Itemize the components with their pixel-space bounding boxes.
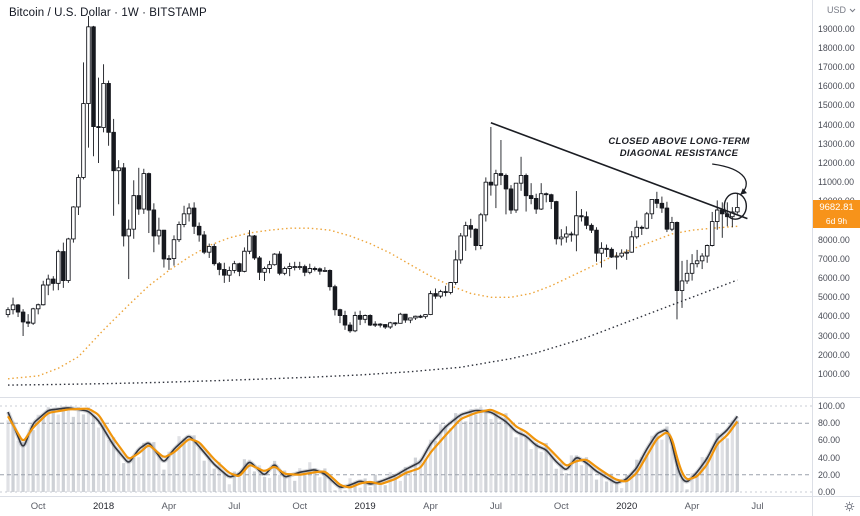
oscillator-tick-label: 0.00	[818, 487, 836, 497]
price-tick-label: 16000.00	[818, 81, 855, 92]
price-axis[interactable]: USD 19000.00 18000.00 17000.00 16000.00 1500…	[812, 0, 860, 497]
time-axis-month-label: Apr	[423, 501, 438, 512]
oscillator-tick-label: 20.00	[818, 469, 841, 480]
price-tick-label: 17000.00	[818, 62, 855, 73]
price-tick-label: 4000.00	[818, 311, 850, 322]
price-tick-label: 2000.00	[818, 349, 850, 360]
price-tick-label: 7000.00	[818, 253, 850, 264]
gear-icon	[844, 501, 855, 512]
time-axis-month-label: Jul	[489, 501, 502, 512]
bar-countdown-badge: 6d 9h	[813, 214, 860, 228]
pane-divider[interactable]	[0, 397, 860, 398]
axis-settings-corner[interactable]	[812, 496, 860, 516]
oscillator-tick-label: 100.00	[818, 401, 845, 411]
time-axis-year-label: 2019	[354, 501, 376, 512]
time-axis-month-label: Apr	[161, 501, 177, 512]
price-tick-label: 11000.00	[818, 177, 855, 188]
time-axis[interactable]: Oct2018AprJulOct2019AprJulOct2020AprJulO…	[0, 496, 812, 516]
last-price-badge: 9682.81	[813, 199, 860, 215]
currency-label: USD	[826, 5, 846, 15]
drawing-annotation[interactable]: CLOSED ABOVE LONG-TERM DIAGONAL RESISTAN…	[600, 136, 758, 159]
price-tick-label: 8000.00	[818, 234, 850, 245]
symbol-title[interactable]: Bitcoin / U.S. Dollar · 1W · BITSTAMP	[9, 7, 207, 19]
oscillator-tick-label: 40.00	[818, 452, 841, 463]
time-axis-month-label: Oct	[30, 501, 46, 512]
oscillator-tick-label: 80.00	[818, 418, 841, 429]
annotation-line2: DIAGONAL RESISTANCE	[619, 147, 739, 159]
chart-plot-canvas[interactable]	[0, 0, 812, 496]
price-tick-label: 3000.00	[818, 330, 850, 341]
price-tick-label: 1000.00	[818, 368, 850, 379]
oscillator-tick-label: 60.00	[818, 435, 841, 446]
currency-toggle[interactable]: USD	[827, 5, 856, 15]
price-tick-label: 19000.00	[818, 23, 855, 34]
time-axis-month-label: Jul	[228, 501, 241, 512]
price-tick-label: 14000.00	[818, 119, 855, 130]
price-tick-label: 15000.00	[818, 100, 855, 111]
price-tick-label: 12000.00	[818, 158, 855, 169]
time-axis-month-label: Oct	[292, 501, 308, 512]
time-axis-year-label: 2020	[616, 501, 638, 512]
chevron-down-icon	[849, 8, 856, 12]
annotation-line1: CLOSED ABOVE LONG-TERM	[608, 136, 750, 147]
time-axis-month-label: Jul	[751, 501, 764, 512]
price-tick-label: 5000.00	[818, 292, 850, 303]
price-tick-label: 6000.00	[818, 273, 850, 284]
time-axis-month-label: Oct	[553, 501, 569, 512]
price-tick-label: 18000.00	[818, 42, 855, 53]
price-tick-label: 13000.00	[818, 138, 855, 149]
time-axis-year-label: 2018	[92, 501, 115, 512]
time-axis-month-label: Apr	[684, 501, 700, 512]
